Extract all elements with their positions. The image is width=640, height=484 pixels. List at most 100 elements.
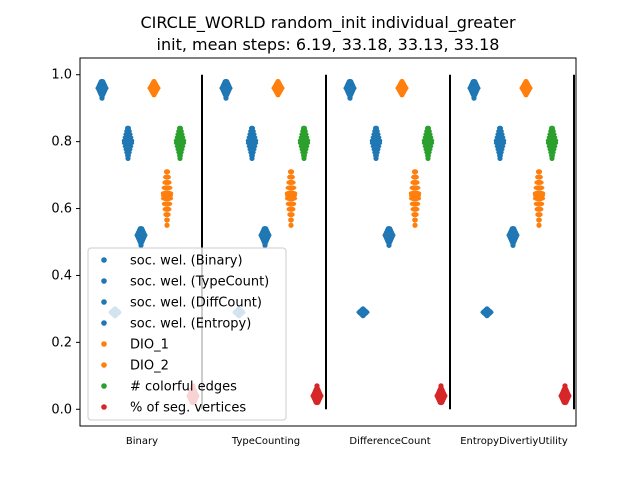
legend-box bbox=[87, 247, 287, 421]
data-point bbox=[163, 211, 171, 218]
data-point-center bbox=[161, 191, 173, 200]
data-point bbox=[409, 185, 421, 191]
data-point bbox=[496, 125, 504, 131]
data-point bbox=[533, 201, 545, 207]
data-point bbox=[534, 206, 544, 212]
legend-label: soc. wel. (Binary) bbox=[130, 254, 243, 269]
data-point-center bbox=[520, 84, 532, 93]
data-point-center bbox=[559, 391, 571, 400]
data-point bbox=[176, 125, 184, 131]
data-point bbox=[124, 125, 132, 131]
legend-label: soc. wel. (Entropy) bbox=[130, 317, 251, 332]
data-point bbox=[535, 174, 543, 180]
data-point-center bbox=[259, 231, 271, 240]
legend-marker bbox=[101, 278, 107, 284]
legend-label: DIO_2 bbox=[130, 359, 169, 374]
data-point-center bbox=[422, 137, 434, 146]
y-tick-label: 1.0 bbox=[51, 68, 72, 83]
data-point bbox=[533, 185, 545, 191]
legend-marker bbox=[101, 341, 107, 347]
data-point bbox=[411, 174, 419, 180]
data-point-center bbox=[481, 308, 493, 317]
data-point bbox=[536, 222, 542, 228]
data-point bbox=[438, 383, 444, 389]
data-point bbox=[151, 78, 157, 85]
data-point bbox=[399, 78, 405, 85]
chart-title-line1: CIRCLE_WORLD random_init individual_grea… bbox=[140, 13, 516, 33]
data-point bbox=[287, 174, 295, 180]
legend-marker bbox=[101, 320, 107, 326]
data-point-center bbox=[357, 308, 369, 317]
legend-label: DIO_1 bbox=[130, 338, 169, 353]
data-point bbox=[372, 125, 380, 131]
legend-label: # colorful edges bbox=[130, 380, 237, 395]
data-point bbox=[98, 78, 106, 85]
data-point-center bbox=[546, 137, 558, 146]
data-point bbox=[411, 211, 419, 218]
data-point bbox=[412, 222, 418, 228]
data-point bbox=[163, 169, 171, 175]
data-point-center bbox=[435, 391, 447, 400]
data-point bbox=[523, 78, 529, 85]
data-point bbox=[300, 125, 308, 131]
data-point-center bbox=[246, 137, 258, 146]
data-point bbox=[287, 211, 295, 218]
data-point-center bbox=[533, 191, 545, 200]
data-point bbox=[164, 217, 170, 223]
legend-marker bbox=[101, 362, 107, 368]
data-point bbox=[534, 179, 544, 186]
x-group-label: DifferenceCount bbox=[349, 436, 430, 447]
data-point bbox=[287, 169, 295, 175]
data-point bbox=[248, 125, 256, 131]
data-point bbox=[562, 383, 568, 389]
legend-label: % of seg. vertices bbox=[130, 401, 246, 416]
data-point-center bbox=[148, 84, 160, 93]
data-point bbox=[163, 174, 171, 180]
x-group-label: EntropyDivertiyUtility bbox=[460, 436, 568, 447]
data-point bbox=[470, 78, 478, 85]
data-point bbox=[164, 222, 170, 228]
plot-frame bbox=[79, 57, 577, 427]
data-point bbox=[261, 226, 269, 232]
data-point-center bbox=[311, 391, 323, 400]
data-point bbox=[509, 226, 517, 232]
data-point bbox=[424, 125, 432, 131]
data-point-center bbox=[396, 84, 408, 93]
data-point bbox=[410, 206, 420, 212]
data-point-center bbox=[298, 137, 310, 146]
data-point-center bbox=[220, 84, 232, 93]
data-point bbox=[385, 226, 393, 232]
data-point bbox=[288, 217, 294, 223]
data-point bbox=[286, 179, 296, 186]
data-point-center bbox=[122, 137, 134, 146]
data-point-center bbox=[370, 137, 382, 146]
data-point bbox=[535, 169, 543, 175]
legend-marker bbox=[101, 299, 107, 305]
y-tick-label: 0.8 bbox=[51, 135, 72, 150]
data-point-center bbox=[409, 191, 421, 200]
data-point bbox=[222, 78, 230, 85]
data-point bbox=[536, 217, 542, 223]
data-point-center bbox=[468, 84, 480, 93]
y-tick-label: 0.6 bbox=[51, 202, 72, 217]
data-point bbox=[162, 206, 172, 212]
data-point-center bbox=[285, 191, 297, 200]
data-point bbox=[410, 179, 420, 186]
data-point-center bbox=[494, 137, 506, 146]
data-point-center bbox=[507, 231, 519, 240]
data-point bbox=[286, 206, 296, 212]
data-point-center bbox=[96, 84, 108, 93]
data-point bbox=[346, 78, 354, 85]
data-point bbox=[161, 185, 173, 191]
data-point bbox=[285, 185, 297, 191]
data-point bbox=[288, 222, 294, 228]
data-point bbox=[162, 179, 172, 186]
data-point-center bbox=[135, 231, 147, 240]
data-point bbox=[411, 169, 419, 175]
data-point-center bbox=[383, 231, 395, 240]
data-point bbox=[285, 201, 297, 207]
data-point-center bbox=[272, 84, 284, 93]
data-point bbox=[275, 78, 281, 85]
data-point-center bbox=[344, 84, 356, 93]
